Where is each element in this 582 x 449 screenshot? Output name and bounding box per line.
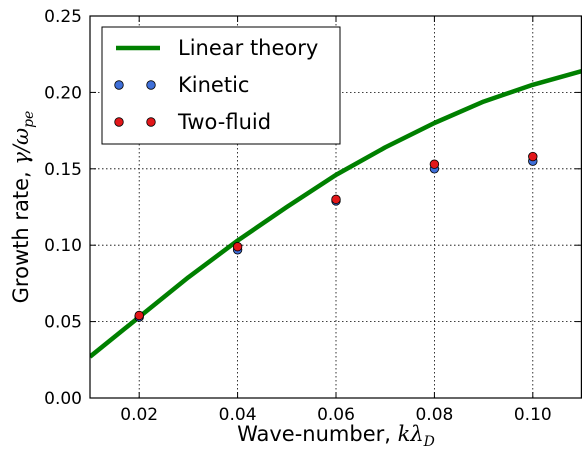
axis-ticks: 0.02 0.04 0.06 0.08 0.10 0.00 0.05 0.10 0.15 0.20… <box>44 7 581 425</box>
series-line-linear-theory <box>90 68 582 359</box>
y-tick-label: 0.00 <box>44 389 82 409</box>
legend-label-linear-theory: Linear theory <box>178 36 318 60</box>
x-tick-label: 0.02 <box>120 405 158 425</box>
x-axis-label: Wave-number, kλD <box>237 422 435 449</box>
legend-swatch-two-fluid <box>146 117 156 127</box>
legend-swatch-kinetic <box>114 80 124 90</box>
y-tick-label: 0.10 <box>44 236 82 256</box>
legend-label-kinetic: Kinetic <box>178 73 249 97</box>
x-tick-label: 0.06 <box>317 405 355 425</box>
y-tick-label: 0.15 <box>44 160 82 180</box>
x-tick-label: 0.08 <box>415 405 453 425</box>
y-axis-label: Growth rate, γ/ωpe <box>9 111 37 304</box>
data-point-two-fluid <box>232 242 243 252</box>
plot-series <box>90 68 582 359</box>
x-tick-label: 0.04 <box>219 405 257 425</box>
y-tick-label: 0.20 <box>44 83 82 103</box>
y-tick-label: 0.25 <box>44 7 82 27</box>
data-point-two-fluid <box>134 310 144 321</box>
legend: Linear theory Kinetic Two-fluid <box>101 26 341 145</box>
data-point-two-fluid <box>528 151 538 162</box>
data-point-two-fluid <box>429 159 440 169</box>
x-tick-label: 0.10 <box>514 405 552 425</box>
legend-swatch-kinetic <box>146 80 156 90</box>
y-tick-label: 0.05 <box>44 313 82 333</box>
legend-swatch-two-fluid <box>114 117 124 127</box>
data-point-two-fluid <box>331 194 341 205</box>
legend-label-two-fluid: Two-fluid <box>177 110 271 134</box>
